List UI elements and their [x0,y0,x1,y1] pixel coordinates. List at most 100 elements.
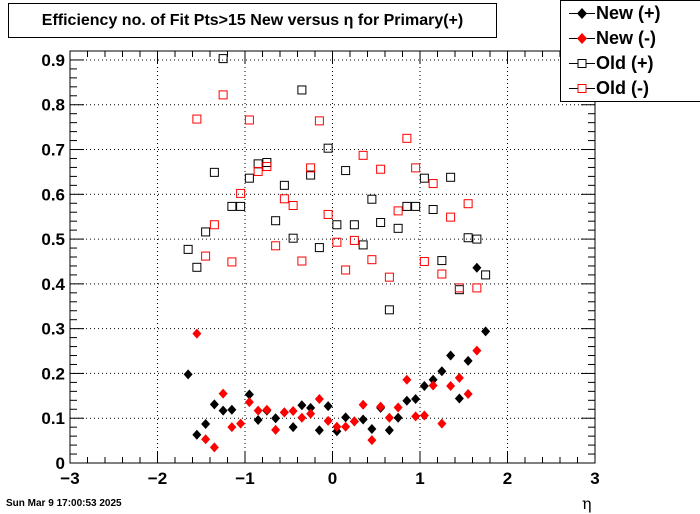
y-tick-label: 0.9 [41,51,65,70]
data-point-series-2 [358,240,368,250]
data-point-series-1 [271,424,281,435]
data-point-series-3 [419,256,429,266]
data-point-series-0 [192,429,202,440]
data-point-series-0 [367,423,377,434]
data-point-series-3 [288,201,298,210]
data-point-series-1 [192,328,202,339]
y-tick-label: 0.2 [41,364,65,383]
plot-border [69,50,596,464]
data-point-series-3 [411,163,421,173]
legend-entry-old-minus: Old (-) [561,76,700,101]
data-point-series-0 [227,404,237,415]
legend-marker-old-minus [569,84,595,93]
data-point-series-1 [419,410,429,421]
data-point-series-3 [376,164,386,174]
legend-label-old-minus: Old (-) [596,78,649,98]
data-point-series-1 [454,372,464,383]
data-point-series-2 [201,227,211,237]
data-point-series-3 [446,212,456,222]
data-point-series-2 [402,201,412,211]
data-point-series-2 [419,173,429,183]
data-point-series-2 [209,167,219,177]
data-point-series-2 [393,223,403,233]
data-point-series-3 [314,116,324,126]
data-point-series-3 [428,179,438,189]
data-point-series-3 [332,237,342,247]
data-point-series-0 [341,412,351,423]
data-point-series-3 [472,283,482,293]
data-point-series-2 [192,262,202,272]
data-point-series-0 [323,401,333,412]
x-tick-label: 3 [590,469,599,488]
data-point-series-2 [341,166,351,176]
datestamp: Sun Mar 9 17:00:53 2025 [6,498,122,509]
data-point-series-2 [227,201,237,211]
x-tick-label: −2 [148,469,167,488]
data-point-series-3 [236,188,246,198]
data-point-series-3 [393,206,403,216]
data-points [183,54,491,453]
chart-title: Efficiency no. of Fit Pts>15 New versus … [8,3,497,38]
y-tick-label: 0.6 [41,185,65,204]
legend-label-new-minus: New (-) [596,28,656,48]
x-tick-label: −3 [60,469,79,488]
data-point-series-3 [454,283,464,293]
data-point-series-3 [279,194,289,204]
data-point-series-0 [209,399,219,410]
data-point-series-2 [236,201,246,211]
data-point-series-1 [201,434,211,445]
data-point-series-0 [244,389,254,400]
x-tick-label: 2 [503,469,512,488]
data-point-series-1 [446,380,456,391]
data-point-series-1 [297,412,307,423]
data-point-series-3 [384,272,394,282]
data-point-series-1 [218,388,228,399]
data-point-series-0 [446,350,456,361]
data-point-series-0 [218,405,228,416]
legend-marker-new-minus [569,33,595,44]
data-point-series-3 [209,220,219,230]
data-point-series-2 [437,256,447,266]
data-point-series-1 [472,345,482,356]
data-point-series-0 [472,262,482,273]
data-point-series-1 [209,442,219,453]
data-point-series-1 [279,407,289,418]
data-point-series-0 [454,393,464,404]
data-point-series-1 [314,393,324,404]
data-point-series-0 [402,395,412,406]
tick-labels: −3 −2 −1 0 1 2 3 0 0.1 0.2 0.3 0.4 0.5 0.6 0.7 0.8 0.9 [41,51,599,488]
data-point-series-3 [192,114,202,124]
data-point-series-1 [358,399,368,410]
data-point-series-2 [314,243,324,253]
data-point-series-2 [463,233,473,243]
x-tick-label: 1 [415,469,424,488]
data-point-series-3 [227,257,237,267]
data-point-series-2 [323,143,333,153]
data-point-series-0 [419,380,429,391]
data-point-series-2 [306,170,316,180]
data-point-series-0 [271,413,281,424]
legend-label-old-plus: Old (+) [596,53,654,73]
data-point-series-1 [236,418,246,429]
data-point-series-0 [393,412,403,423]
data-point-series-1 [253,405,263,416]
data-point-series-0 [306,402,316,413]
legend-entry-old-plus: Old (+) [561,51,700,76]
data-point-series-1 [262,404,272,415]
data-point-series-2 [244,173,254,183]
data-point-series-2 [472,234,482,244]
data-point-series-1 [411,411,421,422]
data-point-series-3 [271,241,281,251]
data-point-series-2 [288,233,298,243]
data-point-series-2 [481,270,491,280]
data-point-series-1 [306,408,316,419]
y-tick-label: 0.3 [41,320,65,339]
data-point-series-2 [446,172,456,182]
data-point-series-0 [183,369,193,380]
data-point-series-2 [253,159,263,169]
x-axis-label: η [582,494,592,513]
data-point-series-1 [393,402,403,413]
data-point-series-1 [402,374,412,385]
data-point-series-3 [297,256,307,266]
data-point-series-0 [358,414,368,425]
